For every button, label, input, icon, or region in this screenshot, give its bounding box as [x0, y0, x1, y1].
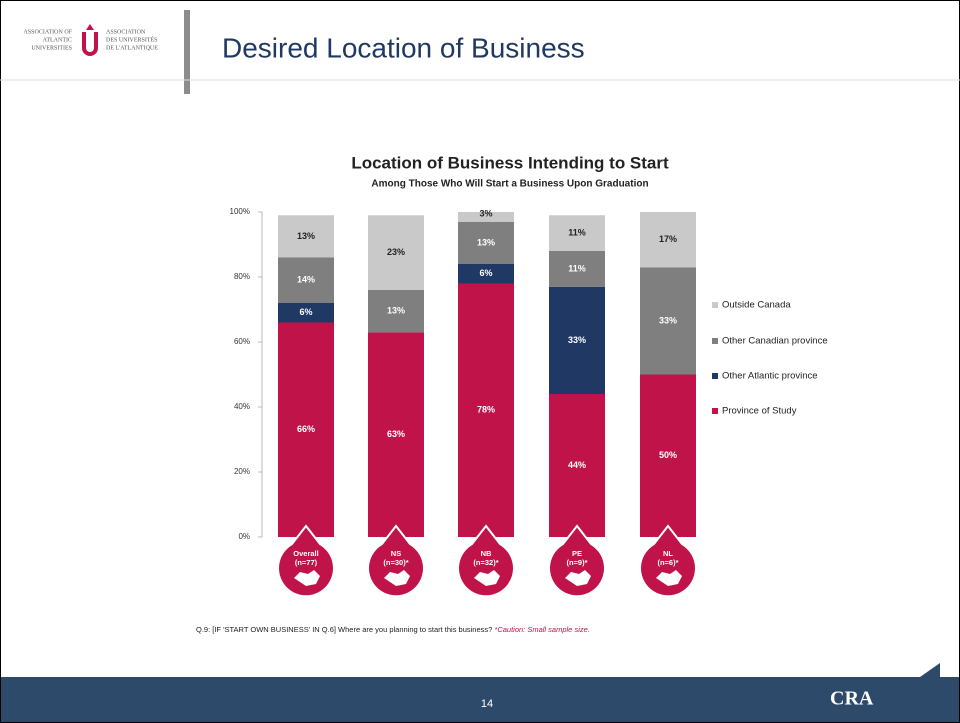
x-tick-note: (n=32)* [473, 558, 498, 567]
category-badge [367, 524, 425, 598]
header-bar [184, 10, 190, 94]
data-label: 3% [479, 208, 492, 218]
x-tick-label: PE [572, 549, 582, 558]
legend-label: Outside Canada [722, 300, 791, 311]
logo-text: DES UNIVERSITÉS [106, 35, 158, 43]
logo-text: ATLANTIC [43, 37, 72, 43]
bar-segment [368, 290, 424, 333]
category-badge [277, 524, 335, 598]
data-label: 14% [297, 275, 315, 285]
data-label: 13% [477, 237, 495, 247]
legend-swatch [712, 302, 718, 308]
data-label: 33% [568, 335, 586, 345]
bar-segment [640, 267, 696, 375]
data-label: 33% [659, 315, 677, 325]
data-label: 78% [477, 405, 495, 415]
y-tick-label: 80% [234, 272, 250, 281]
data-label: 50% [659, 450, 677, 460]
bar-segment [458, 283, 514, 537]
bar-segment [549, 215, 605, 251]
x-tick-note: (n=30)* [383, 558, 408, 567]
legend-label: Province of Study [722, 406, 797, 417]
chart-subtitle: Among Those Who Will Start a Business Up… [371, 179, 648, 190]
data-label: 6% [299, 307, 312, 317]
x-tick-label: NL [663, 549, 673, 558]
region-icon [474, 570, 500, 586]
logo-icon [82, 32, 98, 56]
category-badge [457, 524, 515, 598]
region-icon [384, 570, 410, 586]
footnote-caution: *Caution: Small sample size. [494, 625, 589, 634]
bar-segment [278, 215, 334, 258]
bar-segment [458, 264, 514, 284]
footer-band [1, 677, 959, 722]
y-tick-label: 40% [234, 402, 250, 411]
y-tick-label: 60% [234, 337, 250, 346]
y-tick-label: 20% [234, 467, 250, 476]
legend-label: Other Atlantic province [722, 371, 818, 382]
bar-segment [549, 251, 605, 287]
logo-icon [86, 24, 94, 30]
footer-accent [920, 663, 940, 677]
logo-text: ASSOCIATION [106, 29, 146, 35]
x-tick-note: (n=6)* [657, 558, 678, 567]
logo-text: UNIVERSITIES [31, 45, 72, 51]
x-tick-note: (n=77) [295, 558, 318, 567]
data-label: 66% [297, 424, 315, 434]
x-tick-label: NS [391, 549, 401, 558]
category-badge [548, 524, 606, 598]
bar-segment [278, 257, 334, 303]
bar-segment [549, 286, 605, 394]
data-label: 11% [568, 263, 586, 273]
x-tick-label: Overall [293, 549, 318, 558]
bar-segment [640, 374, 696, 537]
bar-segment [278, 303, 334, 323]
bar-segment [278, 322, 334, 537]
x-tick-label: NB [481, 549, 492, 558]
legend-swatch [712, 373, 718, 379]
logo: ASSOCIATION OF ATLANTIC UNIVERSITIES ASS… [23, 24, 158, 56]
logo-text: ASSOCIATION OF [23, 29, 72, 35]
footnote: Q.9: [IF 'START OWN BUSINESS' IN Q.6] Wh… [196, 625, 590, 634]
bar-segment [368, 332, 424, 537]
legend-label: Other Canadian province [722, 336, 828, 347]
bar-segment [549, 394, 605, 537]
y-tick-label: 0% [238, 532, 250, 541]
category-badge [639, 524, 697, 598]
legend-swatch [712, 408, 718, 414]
region-icon [656, 570, 682, 586]
chart-title: Location of Business Intending to Start [351, 153, 669, 172]
footnote-question: Q.9: [IF 'START OWN BUSINESS' IN Q.6] Wh… [196, 625, 492, 634]
data-label: 17% [659, 234, 677, 244]
data-label: 23% [387, 247, 405, 257]
data-label: 11% [568, 228, 586, 238]
y-tick-label: 100% [230, 207, 250, 216]
bar-segment [458, 212, 514, 222]
region-icon [294, 570, 320, 586]
data-label: 44% [568, 460, 586, 470]
slide-title: Desired Location of Business [222, 32, 585, 63]
region-icon [565, 570, 591, 586]
logo-text: DE L'ATLANTIQUE [106, 45, 158, 51]
data-label: 13% [387, 306, 405, 316]
data-label: 63% [387, 429, 405, 439]
bar-segment [640, 212, 696, 268]
bar-segment [368, 215, 424, 290]
page-number: 14 [481, 698, 493, 710]
brand: CRA [830, 688, 874, 710]
legend-swatch [712, 338, 718, 344]
data-label: 13% [297, 231, 315, 241]
data-label: 6% [479, 268, 492, 278]
x-tick-note: (n=9)* [566, 558, 587, 567]
bar-segment [458, 221, 514, 264]
